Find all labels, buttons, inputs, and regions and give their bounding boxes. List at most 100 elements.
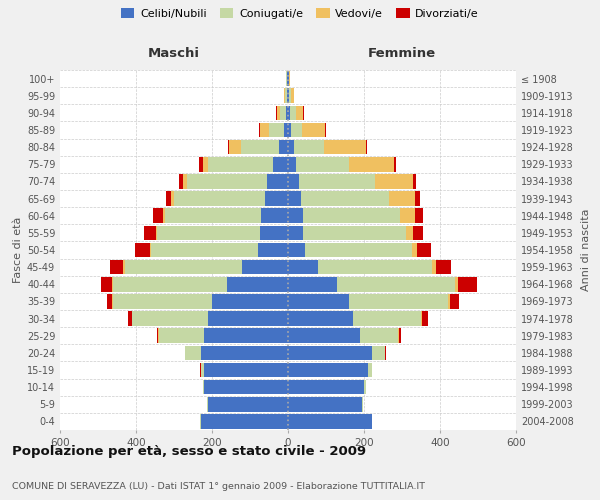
Bar <box>200 414 288 428</box>
Bar <box>389 192 415 206</box>
Bar <box>305 242 412 258</box>
Bar <box>290 106 296 120</box>
Text: Popolazione per età, sesso e stato civile - 2009: Popolazione per età, sesso e stato civil… <box>12 444 366 458</box>
Bar <box>267 174 288 188</box>
Bar <box>163 208 164 223</box>
Bar <box>157 226 260 240</box>
Bar <box>285 88 287 103</box>
Bar <box>203 380 205 394</box>
Bar <box>288 380 364 394</box>
Bar <box>205 362 288 378</box>
Bar <box>288 157 296 172</box>
Bar <box>200 346 288 360</box>
Bar <box>291 122 302 138</box>
Bar <box>287 88 288 103</box>
Bar <box>325 122 326 138</box>
Bar <box>449 294 459 308</box>
Bar <box>132 312 208 326</box>
Bar <box>302 122 325 138</box>
Bar <box>288 397 362 411</box>
Bar <box>113 294 212 308</box>
Bar <box>288 362 368 378</box>
Bar <box>376 174 413 188</box>
Bar <box>101 277 112 291</box>
Bar <box>296 106 303 120</box>
Bar <box>371 414 373 428</box>
Bar <box>262 208 288 223</box>
Bar <box>288 88 289 103</box>
Bar <box>124 260 125 274</box>
Bar <box>433 260 436 274</box>
Bar <box>353 312 421 326</box>
Bar <box>288 106 290 120</box>
Bar <box>277 106 280 120</box>
Bar <box>288 346 371 360</box>
Bar <box>286 72 287 86</box>
Bar <box>296 157 349 172</box>
Bar <box>113 277 227 291</box>
Bar <box>228 140 229 154</box>
Bar <box>288 208 303 223</box>
Bar <box>413 226 423 240</box>
Bar <box>288 192 301 206</box>
Bar <box>203 157 208 172</box>
Bar <box>319 260 433 274</box>
Bar <box>417 242 431 258</box>
Text: COMUNE DI SERAVEZZA (LU) - Dati ISTAT 1° gennaio 2009 - Elaborazione TUTTITALIA.: COMUNE DI SERAVEZZA (LU) - Dati ISTAT 1°… <box>12 482 425 491</box>
Bar <box>273 157 288 172</box>
Bar <box>229 140 241 154</box>
Bar <box>257 242 288 258</box>
Bar <box>299 174 376 188</box>
Bar <box>448 294 449 308</box>
Bar <box>288 277 337 291</box>
Bar <box>260 122 269 138</box>
Bar <box>289 72 290 86</box>
Bar <box>205 380 288 394</box>
Y-axis label: Fasce di età: Fasce di età <box>13 217 23 283</box>
Bar <box>212 294 288 308</box>
Bar <box>288 174 299 188</box>
Bar <box>157 328 158 343</box>
Bar <box>183 174 187 188</box>
Bar <box>156 226 157 240</box>
Bar <box>110 260 124 274</box>
Bar <box>413 174 416 188</box>
Bar <box>301 192 389 206</box>
Bar <box>286 106 288 120</box>
Bar <box>259 122 260 138</box>
Bar <box>288 414 371 428</box>
Bar <box>291 88 294 103</box>
Text: Femmine: Femmine <box>368 46 436 60</box>
Bar <box>385 346 386 360</box>
Bar <box>171 192 174 206</box>
Bar <box>112 277 113 291</box>
Bar <box>364 380 366 394</box>
Bar <box>288 242 305 258</box>
Bar <box>406 226 413 240</box>
Bar <box>349 157 394 172</box>
Bar <box>112 294 113 308</box>
Bar <box>280 106 286 120</box>
Text: Maschi: Maschi <box>148 46 200 60</box>
Bar <box>436 260 451 274</box>
Bar <box>164 208 262 223</box>
Bar <box>287 72 288 86</box>
Bar <box>288 294 349 308</box>
Bar <box>208 312 288 326</box>
Bar <box>199 157 203 172</box>
Bar <box>371 346 385 360</box>
Bar <box>324 140 366 154</box>
Bar <box>288 226 303 240</box>
Bar <box>288 312 353 326</box>
Bar <box>337 277 455 291</box>
Bar <box>200 362 205 378</box>
Bar <box>205 328 288 343</box>
Bar <box>242 260 288 274</box>
Bar <box>284 122 288 138</box>
Legend: Celibi/Nubili, Coniugati/e, Vedovi/e, Divorziati/e: Celibi/Nubili, Coniugati/e, Vedovi/e, Di… <box>121 8 479 19</box>
Bar <box>288 72 289 86</box>
Bar <box>400 208 415 223</box>
Bar <box>174 192 265 206</box>
Bar <box>288 122 291 138</box>
Bar <box>288 260 319 274</box>
